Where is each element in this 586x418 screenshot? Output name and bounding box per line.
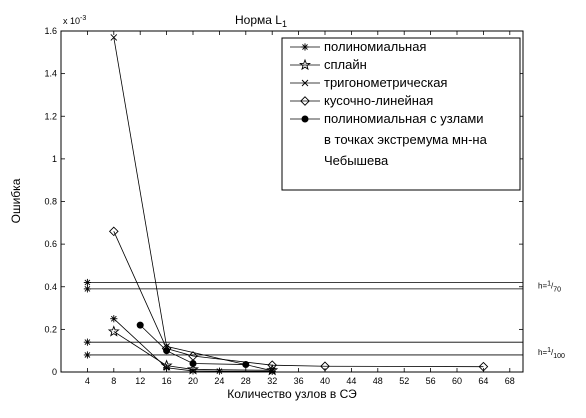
x-tick-label: 40 xyxy=(320,376,330,386)
data-point xyxy=(163,347,171,355)
legend: полиномиальная сплайн тригонометрическая ку… xyxy=(281,37,521,191)
series-line xyxy=(113,331,273,371)
x-tick-label: 8 xyxy=(111,376,116,386)
reference-line-marker xyxy=(83,351,91,359)
legend-box xyxy=(281,37,521,191)
data-point xyxy=(160,359,173,371)
data-point xyxy=(187,363,199,375)
x-tick-label: 60 xyxy=(452,376,462,386)
data-point xyxy=(267,360,278,371)
reference-line-label: h=1/70 xyxy=(538,281,561,294)
legend-label: сплайн xyxy=(324,57,367,72)
x-tick-label: 36 xyxy=(294,376,304,386)
legend-marker xyxy=(301,43,309,51)
y-tick-label: 1.6 xyxy=(44,26,57,36)
data-point xyxy=(320,361,330,372)
series-group xyxy=(107,34,489,376)
series-line xyxy=(139,324,246,365)
data-point xyxy=(478,361,489,372)
x-tick-label: 28 xyxy=(241,376,251,386)
legend-marker xyxy=(301,79,309,87)
y-exponent-label: x 10-3 xyxy=(63,15,86,26)
legend-label: тригонометрическая xyxy=(324,75,447,90)
x-tick-label: 52 xyxy=(399,376,409,386)
y-tick-label: 0.2 xyxy=(44,324,57,334)
legend-marker xyxy=(301,115,309,123)
data-point xyxy=(242,361,250,369)
legend-label: полиномиальная с узлами xyxy=(324,111,484,126)
reference-labels: h=1/70 h=1/100 xyxy=(538,281,565,360)
legend-label: полиномиальная xyxy=(324,39,426,54)
ticks: 4 8 12 16 20 24 28 32 36 40 44 48 52 56 60 64 6800.20.40… xyxy=(44,26,523,386)
data-point xyxy=(107,325,120,337)
x-tick-label: 12 xyxy=(135,376,145,386)
x-tick-label: 20 xyxy=(188,376,198,386)
x-tick-label: 48 xyxy=(373,376,383,386)
x-tick-label: 44 xyxy=(346,376,356,386)
x-tick-label: 16 xyxy=(162,376,172,386)
x-tick-label: 64 xyxy=(478,376,488,386)
reference-lines xyxy=(83,278,523,359)
y-tick-label: 0.6 xyxy=(44,239,57,249)
data-point xyxy=(268,367,276,375)
x-tick-label: 32 xyxy=(267,376,277,386)
legend-label: в точках экстремума мн-на xyxy=(324,132,488,147)
data-point xyxy=(110,315,118,323)
legend-label: Чебышева xyxy=(324,153,389,168)
legend-marker xyxy=(299,58,311,71)
reference-line-marker xyxy=(83,285,91,293)
x-tick-label: 4 xyxy=(85,376,90,386)
x-axis-title: Количество узлов в СЭ xyxy=(227,387,357,401)
chart-title: Норма L1 xyxy=(235,13,287,29)
data-point xyxy=(215,367,223,375)
reference-line-label: h=1/100 xyxy=(538,347,565,360)
data-point xyxy=(108,226,119,237)
data-point xyxy=(136,321,144,329)
data-point xyxy=(189,359,197,367)
y-tick-label: 0.8 xyxy=(44,197,57,207)
y-tick-label: 0 xyxy=(52,367,57,377)
legend-label: кусочно-линейная xyxy=(324,93,433,108)
y-tick-label: 0.4 xyxy=(44,282,57,292)
y-axis-title: Ошибка xyxy=(9,178,23,223)
x-tick-label: 24 xyxy=(214,376,224,386)
reference-line-marker xyxy=(83,278,91,287)
legend-marker xyxy=(300,96,310,106)
reference-line-marker xyxy=(83,338,91,346)
x-tick-label: 56 xyxy=(426,376,436,386)
x-tick-label: 68 xyxy=(505,376,515,386)
y-tick-label: 1.4 xyxy=(44,69,57,79)
data-point xyxy=(110,34,118,41)
series-line xyxy=(113,231,484,368)
data-point xyxy=(266,364,279,376)
y-tick-label: 1.2 xyxy=(44,111,57,121)
y-tick-label: 1 xyxy=(52,154,57,164)
